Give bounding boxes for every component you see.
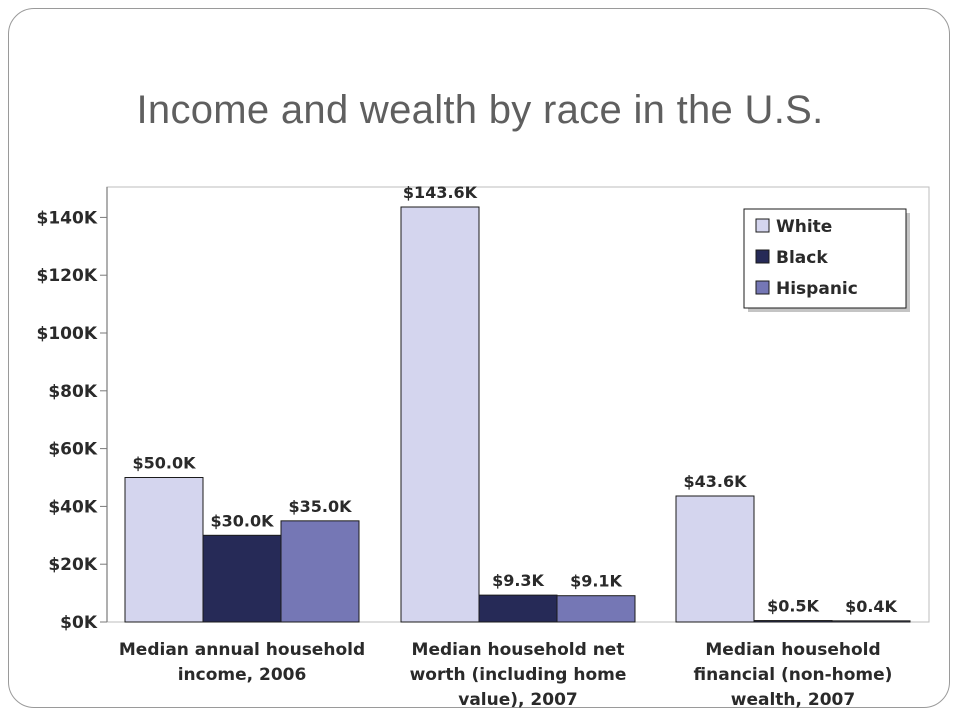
legend-box xyxy=(743,208,907,309)
bar-black xyxy=(202,534,282,623)
y-tick-label: $40K xyxy=(48,497,97,517)
data-label: $43.6K xyxy=(683,472,747,491)
data-label: $35.0K xyxy=(288,497,352,516)
data-label: $50.0K xyxy=(132,454,196,473)
data-label: $0.5K xyxy=(767,597,819,616)
legend-label-black: Black xyxy=(776,248,828,268)
legend-swatch-white xyxy=(755,218,770,233)
data-label: $0.4K xyxy=(845,597,897,616)
legend-label-white: White xyxy=(776,217,832,237)
bar-black xyxy=(753,620,833,623)
category-label: Median household xyxy=(705,640,880,660)
data-label: $30.0K xyxy=(210,511,274,530)
y-tick-label: $0K xyxy=(60,613,98,633)
y-tick-label: $100K xyxy=(37,324,98,344)
data-label: $143.6K xyxy=(403,183,478,202)
bar-hispanic xyxy=(280,520,360,623)
category-label: value), 2007 xyxy=(458,690,577,710)
y-tick-label: $60K xyxy=(48,440,97,460)
data-label: $9.3K xyxy=(492,571,544,590)
bar-hispanic xyxy=(831,620,911,623)
legend-swatch-hispanic xyxy=(755,280,770,295)
category-label: financial (non-home) xyxy=(694,665,893,685)
legend-label-hispanic: Hispanic xyxy=(776,279,858,299)
bar-black xyxy=(478,594,558,623)
y-tick-label: $140K xyxy=(37,208,98,228)
y-tick-label: $120K xyxy=(37,266,98,286)
y-tick-label: $20K xyxy=(48,555,97,575)
category-label: Median annual household xyxy=(119,640,365,660)
category-label: worth (including home xyxy=(410,665,627,685)
bar-white xyxy=(675,495,755,623)
slide-title: Income and wealth by race in the U.S. xyxy=(136,88,824,132)
bar-white xyxy=(124,477,204,623)
category-label: income, 2006 xyxy=(178,665,307,685)
bar-hispanic xyxy=(556,595,636,623)
legend-swatch-black xyxy=(755,249,770,264)
bar-white xyxy=(400,206,480,623)
category-label: Median household net xyxy=(412,640,625,660)
category-label: wealth, 2007 xyxy=(731,690,855,710)
y-tick-label: $80K xyxy=(48,382,97,402)
data-label: $9.1K xyxy=(570,572,622,591)
